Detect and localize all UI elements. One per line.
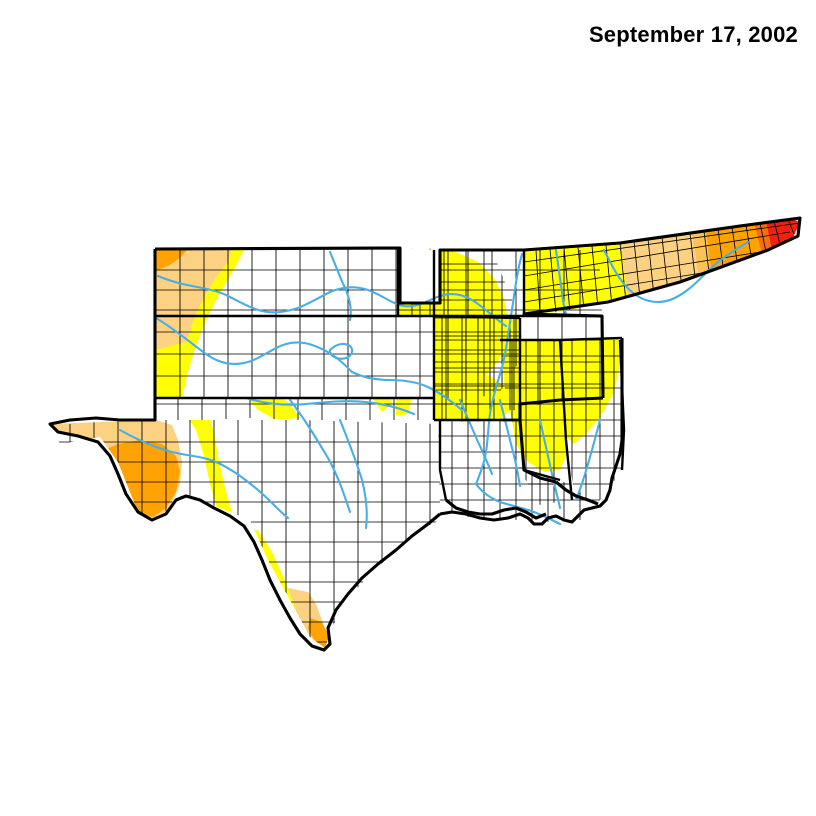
- tennessee-counties: [524, 218, 800, 314]
- kansas-south-d0: [156, 342, 186, 398]
- river-sabine: [498, 398, 522, 488]
- kansas-west-d0-band: [170, 249, 244, 398]
- river-ouachita: [458, 398, 494, 476]
- tennessee-west-d0: [524, 243, 628, 314]
- map-title: September 17, 2002: [588, 22, 798, 47]
- river-missouri: [156, 274, 508, 328]
- river-red-river: [244, 396, 416, 416]
- arkansas-counties: [434, 316, 520, 422]
- oklahoma-east-d0: [368, 316, 414, 412]
- state-border-mo-ar: [433, 314, 521, 320]
- outline-north-and-west: [154, 216, 802, 399]
- region-mississippi-shading: [502, 340, 566, 472]
- state-border-tx-la: [438, 420, 448, 501]
- oklahoma-central-d0: [248, 316, 336, 400]
- alabama-west-d0: [560, 340, 620, 444]
- river-arkansas-lower: [350, 370, 464, 412]
- outline-mississippi-delta: [555, 480, 599, 506]
- outline-gulf-coast: [439, 338, 624, 526]
- river-mississippi: [474, 252, 524, 486]
- oklahoma-far-east-d0: [396, 316, 428, 416]
- region-outline-layer: [48, 216, 802, 652]
- drought-shading-layer: [52, 218, 800, 648]
- title-bar: September 17, 2002: [0, 0, 816, 60]
- outline-west-edge: [48, 249, 441, 652]
- river-colorado-tx: [338, 418, 368, 530]
- river-lake-texoma: [328, 342, 354, 360]
- river-rio-grande: [118, 428, 290, 520]
- mississippi-d0: [502, 340, 566, 472]
- rivers-layer: [118, 240, 750, 530]
- river-arkansas: [154, 316, 354, 374]
- river-missouri-upper: [328, 250, 352, 322]
- state-border-ms-al: [558, 339, 574, 501]
- river-brazos: [288, 398, 352, 514]
- region-alabama-shading: [560, 340, 622, 444]
- river-alabama: [574, 418, 602, 502]
- river-tennessee: [602, 240, 750, 304]
- outline-east-ok-ar: [518, 396, 604, 484]
- river-pearl: [538, 418, 562, 510]
- outline-louisiana-coast: [445, 498, 547, 520]
